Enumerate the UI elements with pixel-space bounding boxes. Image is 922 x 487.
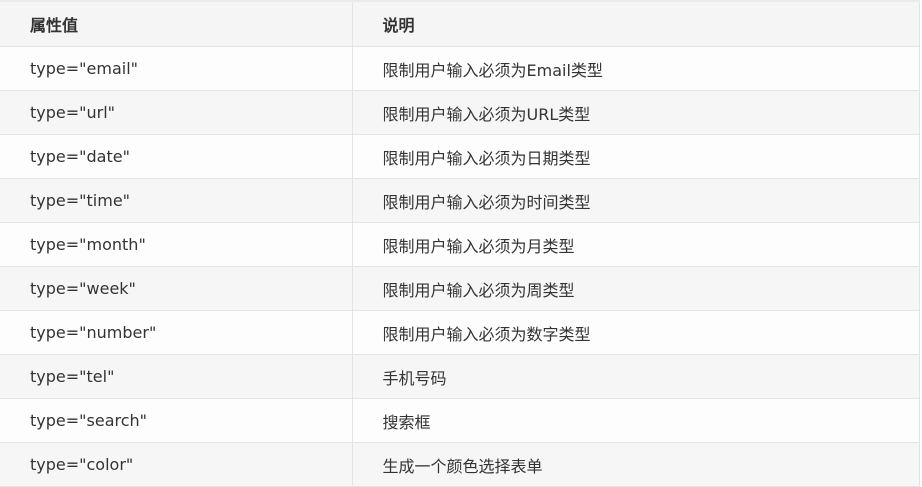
attribute-value-cell: type="email" <box>0 46 352 91</box>
attribute-value-cell: type="url" <box>0 90 352 135</box>
attribute-value-cell: type="week" <box>0 266 352 311</box>
table-row: type="month" 限制用户输入必须为月类型 <box>0 222 920 267</box>
description-cell: 限制用户输入必须为周类型 <box>351 266 920 311</box>
header-description: 说明 <box>351 0 920 47</box>
table-row: type="email" 限制用户输入必须为Email类型 <box>0 46 920 91</box>
table-row: type="number" 限制用户输入必须为数字类型 <box>0 310 920 355</box>
attribute-value-cell: type="date" <box>0 134 352 179</box>
description-cell: 限制用户输入必须为URL类型 <box>351 90 920 135</box>
table-header-row: 属性值 说明 <box>0 0 920 47</box>
table-row: type="search" 搜索框 <box>0 398 920 443</box>
description-cell: 搜索框 <box>351 398 920 443</box>
header-attribute-value: 属性值 <box>0 0 352 47</box>
attribute-value-cell: type="color" <box>0 442 352 487</box>
table-row: type="color" 生成一个颜色选择表单 <box>0 442 920 487</box>
description-cell: 限制用户输入必须为Email类型 <box>351 46 920 91</box>
attribute-value-cell: type="tel" <box>0 354 352 399</box>
attribute-value-cell: type="search" <box>0 398 352 443</box>
table-row: type="date" 限制用户输入必须为日期类型 <box>0 134 920 179</box>
description-cell: 生成一个颜色选择表单 <box>351 442 920 487</box>
attribute-value-cell: type="number" <box>0 310 352 355</box>
table-row: type="time" 限制用户输入必须为时间类型 <box>0 178 920 223</box>
attribute-value-cell: type="month" <box>0 222 352 267</box>
description-cell: 限制用户输入必须为月类型 <box>351 222 920 267</box>
table-row: type="url" 限制用户输入必须为URL类型 <box>0 90 920 135</box>
table-row: type="week" 限制用户输入必须为周类型 <box>0 266 920 311</box>
description-cell: 手机号码 <box>351 354 920 399</box>
table-row: type="tel" 手机号码 <box>0 354 920 399</box>
attribute-value-cell: type="time" <box>0 178 352 223</box>
description-cell: 限制用户输入必须为日期类型 <box>351 134 920 179</box>
description-cell: 限制用户输入必须为数字类型 <box>351 310 920 355</box>
description-cell: 限制用户输入必须为时间类型 <box>351 178 920 223</box>
